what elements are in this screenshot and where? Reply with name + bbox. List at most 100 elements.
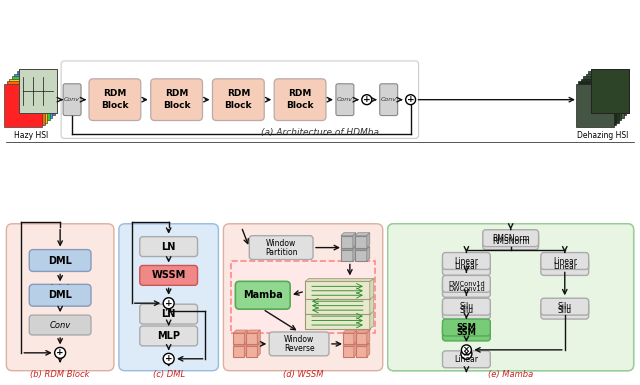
Text: +: + [407,95,415,104]
FancyBboxPatch shape [541,302,589,319]
Bar [305,296,370,314]
Bar [341,236,353,248]
Text: Partition: Partition [265,248,298,257]
Bar [305,281,370,299]
FancyBboxPatch shape [483,230,538,247]
Bar [591,69,628,112]
FancyBboxPatch shape [236,281,290,309]
Polygon shape [355,247,370,249]
Polygon shape [246,343,260,346]
Polygon shape [356,343,370,346]
Bar [586,74,623,117]
Text: SSM: SSM [456,328,476,337]
Circle shape [54,347,66,358]
Text: DWConv1d: DWConv1d [448,281,484,287]
Polygon shape [246,330,260,333]
Text: Block: Block [286,101,314,110]
Polygon shape [370,293,374,314]
FancyBboxPatch shape [442,253,490,270]
Circle shape [461,345,472,355]
Text: Conv: Conv [64,97,80,102]
FancyBboxPatch shape [442,302,490,319]
Bar [246,346,257,357]
Polygon shape [354,343,357,357]
Text: Linear: Linear [454,256,479,266]
Text: DML: DML [48,256,72,266]
Polygon shape [234,330,247,333]
Text: +: + [165,354,172,363]
Bar [583,76,621,120]
Text: Silu: Silu [557,306,572,315]
Bar [17,71,54,115]
Bar [355,249,367,261]
Text: Window: Window [284,335,314,345]
Bar [576,84,614,127]
Text: ×: × [463,349,470,358]
Polygon shape [341,233,356,236]
FancyBboxPatch shape [442,351,490,368]
Polygon shape [244,330,247,344]
Text: Reverse: Reverse [284,344,314,353]
FancyBboxPatch shape [541,298,589,315]
Bar [7,81,45,125]
Text: Block: Block [163,101,190,110]
Polygon shape [305,293,374,296]
FancyBboxPatch shape [63,84,81,116]
Bar [341,249,353,261]
Text: RMSNorm: RMSNorm [492,234,529,243]
Polygon shape [257,343,260,357]
FancyBboxPatch shape [29,315,91,335]
Circle shape [163,298,174,309]
Bar [579,81,616,125]
Text: RDM: RDM [227,89,250,98]
Bar [343,333,354,344]
Text: +: + [363,95,371,104]
Polygon shape [370,308,374,329]
Text: DWConv1d: DWConv1d [448,286,484,292]
Text: LN: LN [161,309,176,319]
Polygon shape [367,233,370,248]
Polygon shape [354,330,357,344]
FancyBboxPatch shape [29,249,91,271]
FancyBboxPatch shape [442,298,490,315]
FancyBboxPatch shape [388,224,634,371]
Polygon shape [343,330,357,333]
FancyBboxPatch shape [61,61,419,138]
Text: RDM: RDM [103,89,127,98]
Polygon shape [234,343,247,346]
Text: Silu: Silu [460,302,474,311]
Text: Linear: Linear [553,256,577,266]
FancyBboxPatch shape [89,79,141,121]
Bar [19,69,57,112]
Text: Dehazing HSI: Dehazing HSI [577,131,628,140]
Bar [234,346,244,357]
Polygon shape [353,247,356,261]
FancyBboxPatch shape [388,224,634,371]
FancyBboxPatch shape [442,280,490,297]
FancyBboxPatch shape [380,84,397,116]
Bar [10,79,47,122]
FancyBboxPatch shape [541,258,589,275]
Circle shape [163,353,174,364]
Text: Silu: Silu [557,302,572,311]
Circle shape [461,348,472,359]
FancyBboxPatch shape [269,332,329,356]
Text: Silu: Silu [460,306,474,315]
Polygon shape [355,233,370,236]
Text: +: + [165,299,172,308]
Bar [591,69,628,112]
FancyBboxPatch shape [336,84,354,116]
Bar [356,346,367,357]
Polygon shape [305,278,374,281]
FancyBboxPatch shape [29,285,91,306]
Circle shape [406,95,415,105]
Bar [581,79,619,122]
Text: Block: Block [225,101,252,110]
FancyBboxPatch shape [151,79,202,121]
FancyBboxPatch shape [541,253,589,270]
Text: ×: × [463,345,470,354]
Text: MLP: MLP [157,331,180,341]
Polygon shape [370,278,374,299]
FancyBboxPatch shape [274,79,326,121]
Bar [356,333,367,344]
